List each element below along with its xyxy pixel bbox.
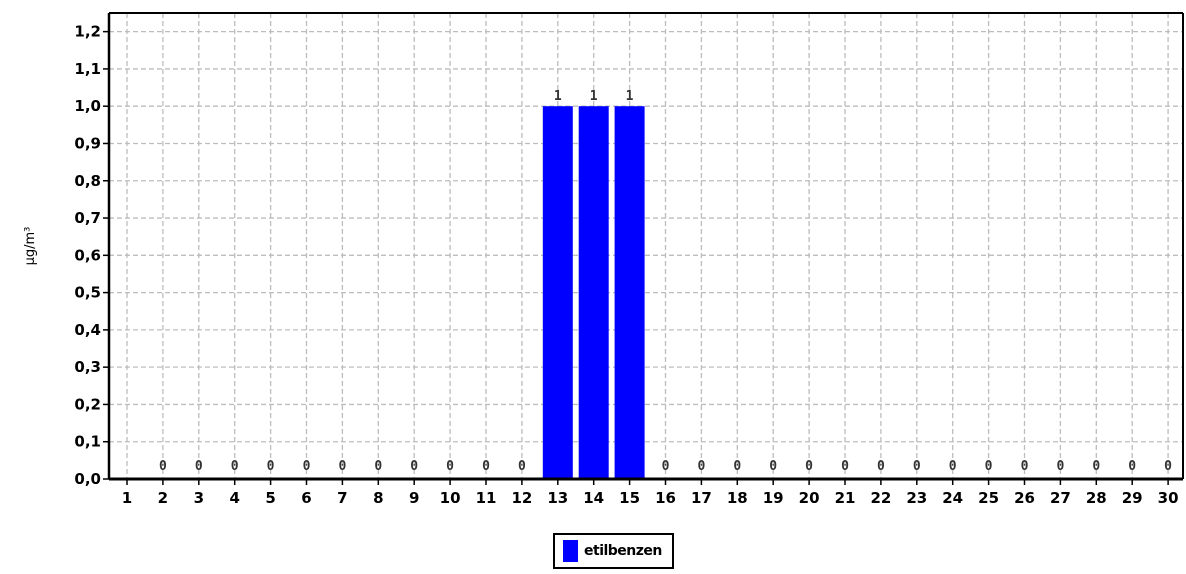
data-label-7: 0 — [338, 459, 346, 474]
x-tick-label: 26 — [1014, 489, 1035, 507]
y-tick-label: 0,1 — [74, 433, 101, 451]
x-tick-label: 11 — [476, 489, 497, 507]
data-label-30: 0 — [1164, 459, 1172, 474]
x-tick-label: 2 — [158, 489, 168, 507]
data-label-19: 0 — [769, 459, 777, 474]
x-tick-label: 24 — [942, 489, 963, 507]
x-tick-label: 1 — [122, 489, 132, 507]
y-tick-label: 0,7 — [74, 209, 101, 227]
x-tick-label: 7 — [337, 489, 347, 507]
data-label-3: 0 — [195, 459, 203, 474]
data-label-16: 0 — [662, 459, 670, 474]
x-tick-label: 4 — [229, 489, 239, 507]
x-tick-label: 13 — [547, 489, 568, 507]
x-tick-label: 5 — [265, 489, 275, 507]
axes — [103, 12, 1184, 485]
data-label-28: 0 — [1092, 459, 1100, 474]
x-tick-label: 21 — [835, 489, 856, 507]
x-tick-label: 15 — [619, 489, 640, 507]
x-tick-label: 18 — [727, 489, 748, 507]
data-label-4: 0 — [231, 459, 239, 474]
x-tick-label: 22 — [870, 489, 891, 507]
x-tick-label: 9 — [409, 489, 419, 507]
x-tick-label: 25 — [978, 489, 999, 507]
y-tick-label: 0,8 — [74, 172, 101, 190]
data-label-26: 0 — [1021, 459, 1029, 474]
bars — [542, 106, 645, 479]
bar-14 — [578, 106, 609, 479]
data-label-12: 0 — [518, 459, 526, 474]
data-label-5: 0 — [267, 459, 275, 474]
bar-15 — [614, 106, 645, 479]
data-label-2: 0 — [159, 459, 167, 474]
data-label-11: 0 — [482, 459, 490, 474]
y-tick-label: 1,1 — [74, 60, 101, 78]
data-label-14: 1 — [590, 89, 598, 104]
y-tick-label: 0,2 — [74, 395, 101, 413]
data-labels: 0 0 0 0 0 0 0 0 0 0 0 1 1 1 0 0 0 0 0 0 0 0 0 0 0 0 0 0 0 — [159, 89, 1172, 474]
y-tick-label: 1,2 — [74, 23, 101, 41]
data-label-15: 1 — [626, 89, 634, 104]
x-tick-label: 3 — [194, 489, 204, 507]
x-tick-label: 23 — [906, 489, 927, 507]
data-label-20: 0 — [805, 459, 813, 474]
x-tick-label: 14 — [583, 489, 604, 507]
legend-label-etilbenzen: etilbenzen — [584, 543, 662, 559]
data-label-24: 0 — [949, 459, 957, 474]
y-tick-label: 0,3 — [74, 358, 101, 376]
y-tick-label: 0,0 — [74, 470, 101, 488]
data-label-8: 0 — [374, 459, 382, 474]
y-tick-label: 0,4 — [74, 321, 101, 339]
bar-13 — [542, 106, 573, 479]
data-label-6: 0 — [303, 459, 311, 474]
data-label-17: 0 — [697, 459, 705, 474]
x-tick-label: 27 — [1050, 489, 1071, 507]
data-label-25: 0 — [985, 459, 993, 474]
data-label-22: 0 — [877, 459, 885, 474]
data-label-23: 0 — [913, 459, 921, 474]
y-tick-labels: 0,0 0,1 0,2 0,3 0,4 0,5 0,6 0,7 0,8 0,9 1,0 1,1 1,2 — [74, 23, 101, 488]
x-tick-label: 12 — [511, 489, 532, 507]
data-label-29: 0 — [1128, 459, 1136, 474]
y-tick-label: 0,5 — [74, 284, 101, 302]
x-tick-label: 10 — [440, 489, 461, 507]
legend-swatch — [563, 540, 578, 562]
x-tick-labels: 1 2 3 4 5 6 7 8 9 10 11 12 13 14 15 16 17 18 19 20 21 22 23 24 2… — [122, 489, 1179, 507]
x-tick-label: 6 — [301, 489, 311, 507]
x-tick-label: 20 — [799, 489, 820, 507]
y-axis-label: µg/m³ — [23, 227, 38, 266]
x-tick-label: 19 — [763, 489, 784, 507]
data-label-13: 1 — [554, 89, 562, 104]
data-label-21: 0 — [841, 459, 849, 474]
data-label-27: 0 — [1056, 459, 1064, 474]
y-tick-label: 0,9 — [74, 134, 101, 152]
x-tick-label: 8 — [373, 489, 383, 507]
data-label-18: 0 — [733, 459, 741, 474]
y-tick-label: 1,0 — [74, 97, 101, 115]
y-tick-label: 0,6 — [74, 246, 101, 264]
data-label-10: 0 — [446, 459, 454, 474]
x-tick-label: 29 — [1122, 489, 1143, 507]
data-label-9: 0 — [410, 459, 418, 474]
x-tick-label: 28 — [1086, 489, 1107, 507]
grid — [109, 13, 1183, 479]
legend: etilbenzen — [553, 533, 674, 569]
x-tick-label: 17 — [691, 489, 712, 507]
x-tick-label: 16 — [655, 489, 676, 507]
x-tick-label: 30 — [1158, 489, 1179, 507]
